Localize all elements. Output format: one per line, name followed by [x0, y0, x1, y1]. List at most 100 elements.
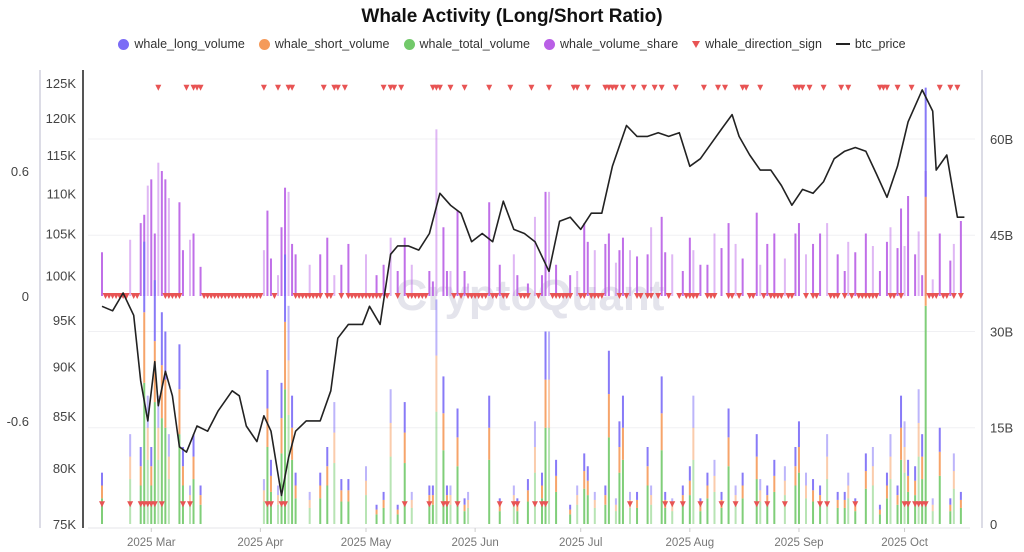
long-volume-bar [614, 498, 617, 505]
short-volume-bar [797, 446, 800, 473]
long-volume-bar [262, 479, 265, 491]
short-volume-bar [812, 490, 815, 502]
legend-item-btc-price[interactable]: btc_price [835, 37, 906, 51]
direction-sign-marker [722, 84, 729, 91]
long-volume-bar [340, 479, 343, 491]
volume-share-bar [586, 241, 589, 296]
legend-item-whale-long-volume[interactable]: whale_long_volume [118, 37, 245, 51]
direction-sign-marker [426, 501, 433, 508]
short-volume-bar [266, 408, 269, 447]
direction-sign-marker [820, 84, 827, 91]
direction-sign-marker [327, 293, 334, 299]
long-volume-bar [959, 491, 962, 500]
short-volume-bar [533, 446, 536, 473]
long-volume-bar [189, 485, 191, 496]
volume-share-bar [199, 266, 202, 296]
direction-sign-marker [788, 293, 795, 299]
volume-share-bar [812, 243, 815, 296]
short-volume-bar [326, 466, 329, 486]
direction-sign-marker [799, 84, 806, 91]
long-volume-bar [896, 485, 899, 496]
short-volume-bar [952, 471, 955, 489]
long-volume-bar [294, 472, 297, 486]
long-volume-bar [797, 421, 800, 447]
total-volume-bar [586, 495, 589, 524]
volume-share-bar [843, 271, 846, 296]
direction-sign-marker [514, 501, 521, 508]
short-volume-bar [512, 495, 515, 505]
total-volume-bar [952, 488, 955, 524]
long-volume-bar [569, 504, 572, 510]
direction-sign-marker [806, 84, 813, 91]
long-volume-bar [618, 421, 621, 447]
total-volume-bar [467, 507, 470, 524]
direction-sign-marker [700, 84, 707, 91]
short-volume-bar [548, 379, 551, 428]
legend-item-whale-total-volume[interactable]: whale_total_volume [403, 37, 531, 51]
direction-sign-marker [458, 293, 465, 299]
volume-share-bar [463, 271, 466, 296]
total-volume-bar [699, 511, 702, 524]
long-volume-bar [607, 350, 610, 395]
volume-share-bar [773, 233, 776, 296]
direction-sign-marker [99, 501, 105, 508]
volume-share-bar [921, 275, 924, 296]
volume-share-bar [607, 233, 610, 296]
total-volume-bar [548, 427, 551, 524]
direction-sign-marker [651, 84, 658, 91]
volume-share-bar [794, 233, 797, 296]
direction-sign-marker [648, 293, 655, 299]
direction-sign-marker [398, 84, 405, 91]
volume-share-bar [797, 223, 800, 296]
direction-sign-marker [757, 84, 764, 91]
direction-sign-marker [535, 293, 542, 299]
legend-item-whale-volume-share[interactable]: whale_volume_share [544, 37, 678, 51]
volume-share-bar [914, 254, 917, 296]
total-volume-bar [805, 498, 807, 524]
short-volume-bar [269, 475, 272, 492]
direction-sign-marker [282, 501, 289, 508]
long-volume-bar [512, 485, 515, 496]
total-volume-bar [607, 437, 610, 524]
short-volume-bar [544, 379, 547, 428]
total-volume-bar [604, 504, 607, 524]
volume-share-bar [308, 264, 311, 296]
price-tick-label: 85K [53, 409, 76, 424]
legend-label: whale_long_volume [134, 37, 245, 51]
volume-share-bar [614, 262, 617, 296]
long-volume-bar [783, 466, 786, 481]
short-volume-bar [431, 495, 434, 505]
total-volume-bar [445, 504, 448, 524]
direction-sign-marker [584, 84, 591, 91]
ratio-tick-label: 0 [22, 289, 29, 304]
volume-share-bar [576, 271, 579, 296]
long-volume-bar [431, 485, 434, 496]
legend-item-whale-short-volume[interactable]: whale_short_volume [258, 37, 390, 51]
long-volume-bar [583, 453, 586, 472]
legend-item-whale-direction-sign[interactable]: whale_direction_sign [692, 37, 822, 51]
volume-share-bar [569, 275, 572, 296]
long-volume-bar [741, 472, 744, 486]
long-volume-bar [706, 472, 709, 486]
volume-tick-label: 15B [990, 421, 1013, 436]
ratio-tick-label: 0.6 [11, 164, 29, 179]
x-tick-label: 2025 Apr [237, 537, 283, 549]
direction-sign-marker [275, 84, 281, 91]
short-volume-bar [931, 504, 934, 512]
long-volume-bar [734, 485, 737, 496]
short-volume-bar [885, 485, 888, 499]
long-volume-bar [389, 389, 392, 423]
short-volume-bar [854, 504, 857, 512]
total-volume-bar [456, 466, 459, 524]
legend-label: whale_total_volume [419, 37, 531, 51]
long-volume-bar [914, 466, 917, 481]
total-volume-bar [819, 504, 822, 524]
total-volume-bar [463, 511, 466, 524]
long-volume-bar [181, 446, 184, 467]
volume-share-bar [741, 258, 744, 296]
direction-sign-marker [341, 84, 348, 91]
direction-sign-marker [158, 501, 165, 508]
long-volume-bar [629, 491, 631, 500]
short-volume-bar [847, 485, 850, 499]
